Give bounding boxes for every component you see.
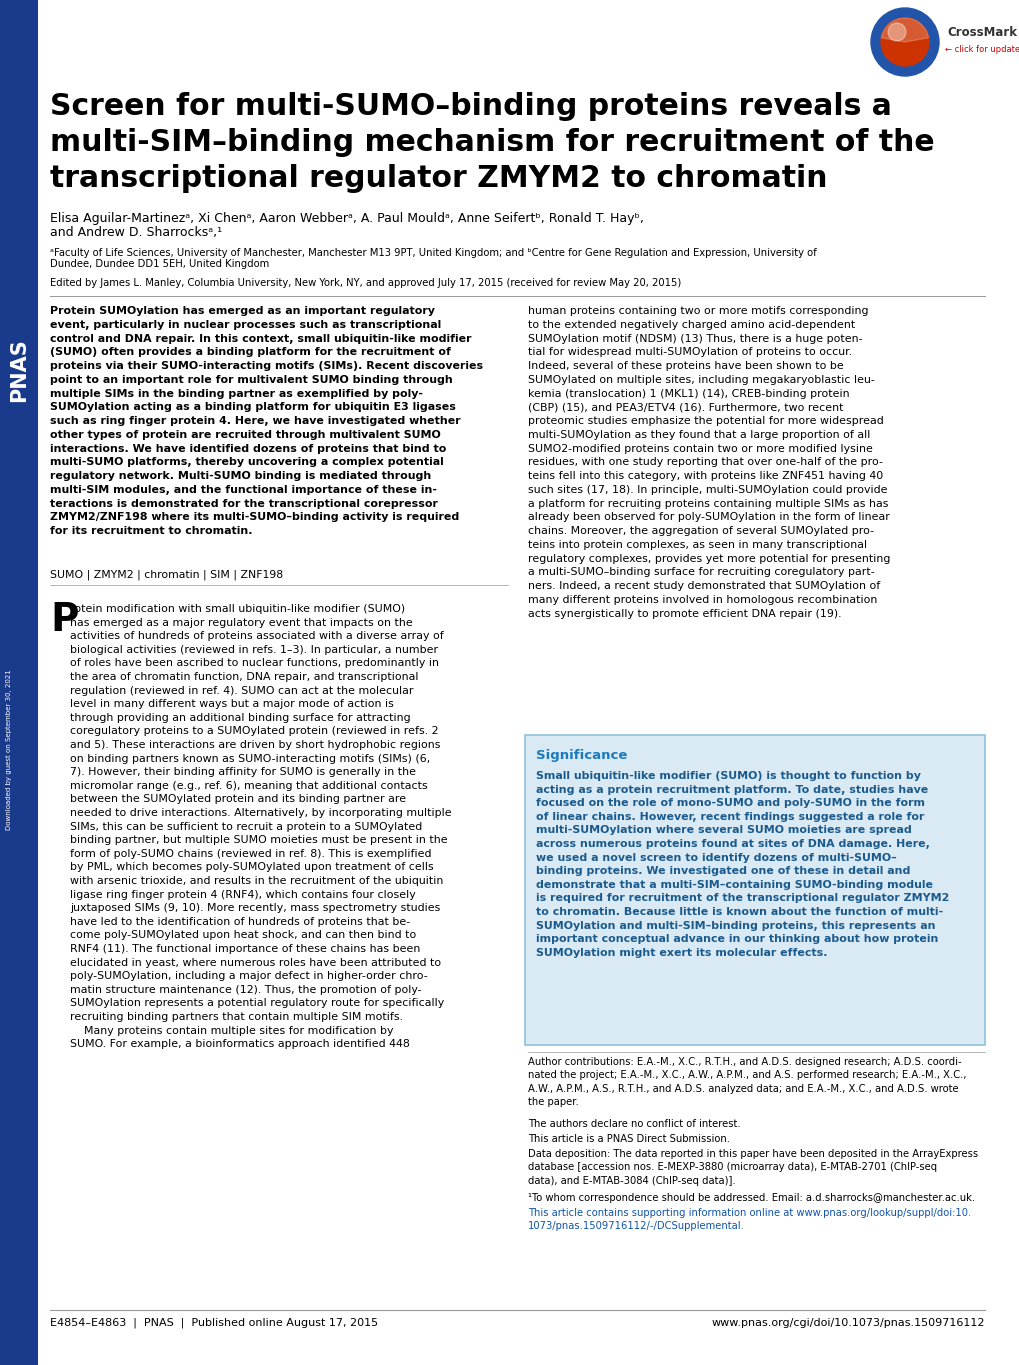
Text: Downloaded by guest on September 30, 2021: Downloaded by guest on September 30, 202… [6,670,12,830]
Text: The authors declare no conflict of interest.: The authors declare no conflict of inter… [528,1119,740,1129]
Text: multi-SIM–binding mechanism for recruitment of the: multi-SIM–binding mechanism for recruitm… [50,128,933,157]
Circle shape [870,8,938,76]
Text: E4854–E4863  |  PNAS  |  Published online August 17, 2015: E4854–E4863 | PNAS | Published online Au… [50,1319,378,1328]
Text: Data deposition: The data reported in this paper have been deposited in the Arra: Data deposition: The data reported in th… [528,1149,977,1186]
Text: Screen for multi-SUMO–binding proteins reveals a: Screen for multi-SUMO–binding proteins r… [50,91,891,121]
Text: This article is a PNAS Direct Submission.: This article is a PNAS Direct Submission… [528,1134,730,1144]
Text: ᵃFaculty of Life Sciences, University of Manchester, Manchester M13 9PT, United : ᵃFaculty of Life Sciences, University of… [50,248,816,258]
Text: P: P [50,601,78,639]
Circle shape [888,23,905,41]
Text: rotein modification with small ubiquitin-like modifier (SUMO)
has emerged as a m: rotein modification with small ubiquitin… [70,603,451,1050]
Text: CrossMark: CrossMark [946,26,1016,38]
Text: Dundee, Dundee DD1 5EH, United Kingdom: Dundee, Dundee DD1 5EH, United Kingdom [50,259,269,269]
Text: ← click for updates: ← click for updates [944,45,1019,55]
Text: and Andrew D. Sharrocksᵃ,¹: and Andrew D. Sharrocksᵃ,¹ [50,227,222,239]
Text: human proteins containing two or more motifs corresponding
to the extended negat: human proteins containing two or more mo… [528,306,890,618]
Text: This article contains supporting information online at www.pnas.org/lookup/suppl: This article contains supporting informa… [528,1208,970,1231]
FancyBboxPatch shape [525,734,984,1046]
Wedge shape [880,18,927,42]
Text: ¹To whom correspondence should be addressed. Email: a.d.sharrocks@manchester.ac.: ¹To whom correspondence should be addres… [528,1193,974,1203]
Text: Small ubiquitin-like modifier (SUMO) is thought to function by
acting as a prote: Small ubiquitin-like modifier (SUMO) is … [535,771,949,958]
Text: www.pnas.org/cgi/doi/10.1073/pnas.1509716112: www.pnas.org/cgi/doi/10.1073/pnas.150971… [711,1319,984,1328]
Text: Significance: Significance [535,749,627,762]
Text: Protein SUMOylation has emerged as an important regulatory
event, particularly i: Protein SUMOylation has emerged as an im… [50,306,483,536]
Text: SUMO | ZMYM2 | chromatin | SIM | ZNF198: SUMO | ZMYM2 | chromatin | SIM | ZNF198 [50,569,283,580]
Text: PNAS: PNAS [9,339,29,401]
Circle shape [880,18,928,66]
Text: Edited by James L. Manley, Columbia University, New York, NY, and approved July : Edited by James L. Manley, Columbia Univ… [50,278,681,288]
Bar [0,0,38,1365]
Text: Author contributions: E.A.-M., X.C., R.T.H., and A.D.S. designed research; A.D.S: Author contributions: E.A.-M., X.C., R.T… [528,1057,966,1107]
Text: transcriptional regulator ZMYM2 to chromatin: transcriptional regulator ZMYM2 to chrom… [50,164,826,192]
Text: Elisa Aguilar-Martinezᵃ, Xi Chenᵃ, Aaron Webberᵃ, A. Paul Mouldᵃ, Anne Seifertᵇ,: Elisa Aguilar-Martinezᵃ, Xi Chenᵃ, Aaron… [50,212,643,225]
